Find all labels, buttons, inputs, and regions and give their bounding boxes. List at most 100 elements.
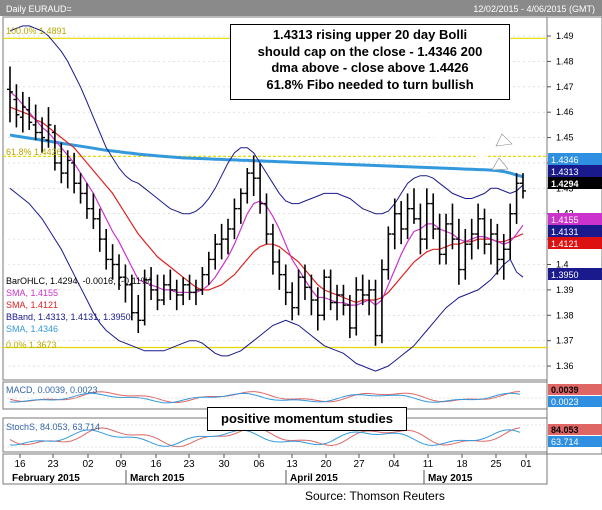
ohlc-bar-14 <box>96 208 103 252</box>
badge-7: 1.3950 <box>551 270 579 280</box>
ohlc-bar-6 <box>45 107 52 148</box>
date-ticks: 16 23 02 09 16 23 30 06 13 20 27 04 11 18 25 01 February… <box>12 454 532 484</box>
ohlc-bar-48 <box>314 287 321 331</box>
ohlc-bar-3 <box>26 96 33 130</box>
x-tick-label-9: 20 <box>320 459 332 470</box>
ohlc-bar-46 <box>301 264 308 301</box>
ohlc-bar-40 <box>263 193 270 245</box>
y-tick-label-1: 1.37 <box>556 336 574 346</box>
ohlc-bar-47 <box>308 274 315 316</box>
x-tick-label-5: 23 <box>183 459 195 470</box>
badge-6-bg <box>548 237 602 249</box>
ohlc-bar-42 <box>276 249 283 290</box>
ohlc-bar-63 <box>410 188 417 224</box>
ohlc-bar-30 <box>199 267 206 295</box>
macd-badge-1: 0.0039 <box>551 385 579 395</box>
fib-618-label: 61.8% 1.4426 <box>6 147 62 157</box>
y-tick-label-4: 1.4 <box>556 260 569 270</box>
arrow-1-head <box>495 133 513 147</box>
ohlc-bar-16 <box>109 244 116 280</box>
ohlc-bar-60 <box>391 198 398 250</box>
ohlc-bar-36 <box>237 188 244 224</box>
macd-badge-2: 0.0023 <box>551 397 579 407</box>
x-tick-label-7: 06 <box>253 459 265 470</box>
ohlc-bar-64 <box>417 203 424 255</box>
x-tick-label-6: 30 <box>218 459 230 470</box>
ohlc-bar-12 <box>83 183 90 219</box>
ohlc-bar-0 <box>7 66 13 123</box>
macd-line <box>9 391 521 403</box>
ohlc-bar-19 <box>128 274 135 321</box>
ohlc-bar-52 <box>340 284 347 316</box>
month-label-0: February 2015 <box>12 473 80 484</box>
x-tick-label-3: 09 <box>115 459 127 470</box>
chart-header-left: Daily EURAUD= <box>6 4 72 14</box>
source-note: Source: Thomson Reuters <box>305 489 445 503</box>
x-tick-label-14: 25 <box>490 459 502 470</box>
y-tick-label-10: 1.46 <box>556 107 574 117</box>
ohlc-bar-58 <box>378 259 385 344</box>
ohlc-bar-8 <box>58 142 65 184</box>
ohlc-bar-54 <box>353 277 360 336</box>
badge-3-bg <box>548 177 602 189</box>
annotation-line-3: dma above - close above 1.4426 <box>271 60 469 75</box>
arrow-2-head <box>491 157 509 171</box>
ohlc-bar-50 <box>327 269 334 311</box>
stoch-badge-2: 63.714 <box>551 437 579 447</box>
ohlc-bar-77 <box>500 234 507 280</box>
ohlc-bar-65 <box>423 188 430 250</box>
ohlc-bar-43 <box>282 264 289 306</box>
ohlc-bar-56 <box>366 279 373 316</box>
x-tick-label-10: 27 <box>353 459 365 470</box>
annotation-arrows <box>399 110 513 171</box>
macd-badge-2-bg <box>548 396 602 407</box>
macd-badge-1-bg <box>548 384 602 395</box>
y-tick-label-11: 1.47 <box>556 82 574 92</box>
ohlc-bar-44 <box>289 282 296 321</box>
ohlc-bar-29 <box>192 279 199 306</box>
badge-6: 1.4121 <box>551 239 579 249</box>
ohlc-bar-73 <box>475 203 482 250</box>
ohlc-bar-57 <box>372 279 379 346</box>
ohlc-bar-59 <box>385 226 392 280</box>
ohlc-bar-20 <box>135 294 142 334</box>
x-tick-label-1: 23 <box>47 459 59 470</box>
annotation-line-1: 1.4313 rising upper 20 day Bolli <box>272 27 468 42</box>
ohlc-bar-5 <box>39 117 46 153</box>
ohlc-bar-7 <box>51 124 58 171</box>
badge-4: 1.4155 <box>551 215 579 225</box>
legend-bar: BarOHLC, 1.4294, -0.0016, (-0.11%) <box>6 276 152 286</box>
badge-5-bg <box>548 225 602 237</box>
ohlc-bar-51 <box>334 284 341 321</box>
ohlc-bar-33 <box>218 223 225 260</box>
legend-sma-red: SMA, 1.4121 <box>6 300 58 310</box>
ohlc-bar-9 <box>64 150 71 189</box>
ohlc-bar-23 <box>154 274 161 311</box>
ohlc-bar-72 <box>468 218 475 260</box>
y-tick-label-0: 1.36 <box>556 361 574 371</box>
ohlc-bar-34 <box>225 218 232 255</box>
bband-upper-line <box>9 25 524 215</box>
macd-label: MACD, 0.0039, 0.0023 <box>6 385 98 395</box>
ohlc-bar-4 <box>32 104 39 141</box>
y-tick-label-13: 1.49 <box>556 31 574 41</box>
ohlc-bar-22 <box>148 267 155 301</box>
ohlc-bar-13 <box>90 193 97 229</box>
x-tick-label-2: 02 <box>82 459 94 470</box>
ohlc-bar-62 <box>404 193 411 240</box>
ohlc-bar-15 <box>103 228 110 270</box>
ohlc-bar-71 <box>462 228 469 280</box>
ohlc-bar-49 <box>321 269 328 321</box>
x-tick-label-12: 11 <box>423 459 434 470</box>
badge-5: 1.4131 <box>551 227 579 237</box>
ohlc-bar-61 <box>398 201 405 245</box>
y-tick-label-12: 1.48 <box>556 56 574 66</box>
ohlc-bar-24 <box>160 274 167 306</box>
badge-7-bg <box>548 268 602 280</box>
ohlc-bar-53 <box>346 294 353 339</box>
ohlc-bar-27 <box>180 277 187 306</box>
ohlc-bar-17 <box>116 254 123 290</box>
badge-1-bg <box>548 153 602 165</box>
ohlc-bar-78 <box>507 203 514 260</box>
ohlc-bar-31 <box>205 251 212 285</box>
